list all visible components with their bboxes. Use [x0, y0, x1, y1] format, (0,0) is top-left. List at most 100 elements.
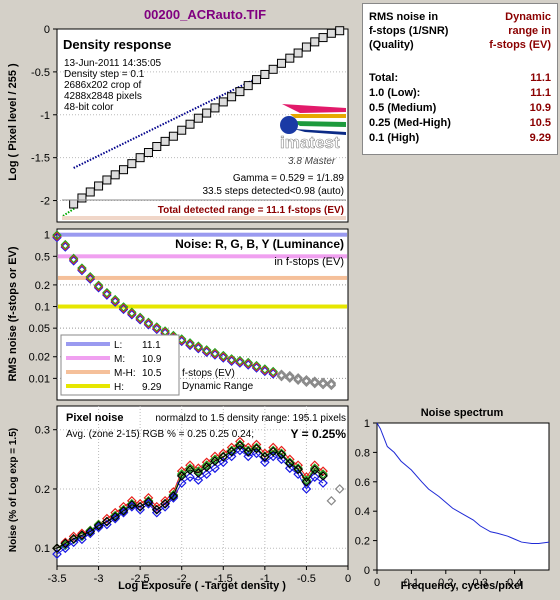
pixel-xticks: -3.5 -3 -2.5 -2 -1.5 -1 -0.5 0 [48, 566, 351, 585]
pixel-marker [93, 519, 104, 530]
table-row-value: 11.1 [530, 72, 551, 84]
pixel-marker [185, 460, 195, 471]
pixel-marker [226, 446, 237, 457]
table-header-right-2: range in [508, 25, 551, 37]
noise-panel: RMS noise (f-stops or EV) 10.50.20.10.05… [7, 228, 349, 401]
spectrum-yticks: 1 0.8 0.6 0.4 0.2 0 [355, 418, 377, 577]
pixel-marker [210, 456, 220, 466]
noise-marker [301, 375, 312, 385]
density-ytick-label: -0.5 [31, 67, 50, 79]
pixel-ylabel: Noise (% of Log exp = 1.5) [8, 428, 19, 552]
pixel-tail-marker [334, 484, 345, 494]
noise-ytick-label: 0.2 [35, 280, 50, 292]
pixel-marker [143, 497, 154, 507]
dynamic-range-table: RMS noise in f-stops (1/SNR) (Quality) D… [362, 3, 558, 155]
pixel-xtick-label: -3.5 [48, 573, 67, 585]
table-row-label: 0.25 (Med-High) [369, 117, 451, 129]
noise-marker [235, 355, 245, 366]
noise-marker [110, 296, 120, 306]
table-row-value: 9.29 [529, 132, 551, 144]
density-info-line: 48-bit color [64, 102, 114, 113]
table-header-left-2: f-stops (1/SNR) [369, 25, 449, 37]
noise-marker [218, 350, 228, 361]
pixel-marker [293, 463, 303, 474]
pixel-y-text: Y = 0.25% [291, 427, 347, 441]
pixel-xlabel: Log Exposure ( -Target density ) [118, 580, 286, 592]
pixel-marker [168, 491, 179, 501]
pixel-marker [85, 526, 96, 537]
noise-marker [201, 346, 212, 356]
noise-legend-value: 10.9 [142, 354, 162, 365]
noise-marker [285, 370, 295, 381]
noise-marker [276, 370, 287, 381]
noise-marker [60, 241, 71, 251]
noise-marker [152, 322, 162, 332]
noise-marker [318, 378, 328, 389]
pixel-marker [318, 478, 328, 488]
pixel-marker [118, 506, 129, 516]
pixel-marker [251, 443, 262, 454]
pixel-marker [176, 469, 187, 479]
noise-marker [251, 362, 262, 372]
legend-note-1: f-stops (EV) [182, 368, 235, 379]
noise-legend-label: H: [114, 382, 124, 393]
pixel-marker [160, 498, 170, 509]
pixel-title: Pixel noise [66, 412, 123, 424]
pixel-marker [185, 463, 195, 474]
spectrum-xtick-label: 0.4 [507, 577, 522, 589]
pixel-marker [318, 469, 328, 479]
noise-subtitle: in f-stops (EV) [274, 256, 344, 268]
density-step-marker [168, 131, 178, 141]
pixel-marker [226, 445, 237, 456]
pixel-marker [160, 495, 170, 506]
spectrum-line [376, 422, 550, 545]
noise-yticks: 1 0.5 0.2 0.1 0.05 0.02 0.01 [29, 230, 57, 385]
pixel-marker [126, 498, 137, 509]
pixel-marker [218, 452, 229, 462]
density-step-marker [285, 53, 295, 63]
pixel-marker [260, 457, 270, 468]
file-title: 00200_ACRauto.TIF [144, 7, 266, 22]
density-step-marker [301, 42, 311, 52]
noise-marker [260, 364, 270, 374]
noise-marker [68, 254, 79, 265]
pixel-marker [126, 500, 137, 510]
pixel-marker [201, 457, 212, 468]
steps-text: 33.5 steps detected<0.98 (auto) [203, 186, 345, 197]
pixel-marker [309, 463, 320, 474]
logo-sub: 3.8 Master [288, 156, 336, 167]
pixel-xtick-label: -0.5 [297, 573, 316, 585]
noise-ytick-label: 0.1 [35, 302, 50, 314]
pixel-marker [301, 477, 312, 487]
pixel-marker [268, 446, 279, 457]
spectrum-xtick-label: 0.1 [404, 577, 419, 589]
pixel-ytick-label: 0.3 [35, 425, 50, 437]
density-step-marker [94, 181, 104, 191]
pixel-marker [201, 462, 212, 472]
legend-note-2: Dynamic Range [182, 381, 254, 392]
pixel-marker [210, 454, 220, 465]
density-step-marker [202, 108, 212, 118]
pixel-marker [60, 540, 71, 551]
pixel-marker [193, 468, 204, 478]
table-row-low: 1.0 (Low): 11.1 [369, 86, 551, 100]
pixel-marker [193, 475, 204, 485]
density-step-marker [268, 64, 278, 74]
pixel-marker [168, 493, 179, 503]
noise-marker [193, 342, 204, 353]
density-step-marker [143, 148, 153, 158]
pixel-norm-text: normalzd to 1.5 density range: 195.1 pix… [155, 413, 346, 424]
pixel-marker [276, 449, 287, 460]
noise-marker [243, 357, 253, 368]
noise-marker [210, 349, 220, 359]
pixel-marker [93, 522, 104, 533]
pixel-marker [60, 537, 71, 548]
noise-marker [127, 308, 137, 319]
density-step-marker [227, 92, 237, 102]
pixel-marker [77, 531, 87, 542]
density-ytick-label: -1 [40, 110, 50, 122]
gamma-text: Gamma = 0.529 = 1/1.89 [233, 173, 345, 184]
noise-threshold-lines [58, 232, 347, 309]
